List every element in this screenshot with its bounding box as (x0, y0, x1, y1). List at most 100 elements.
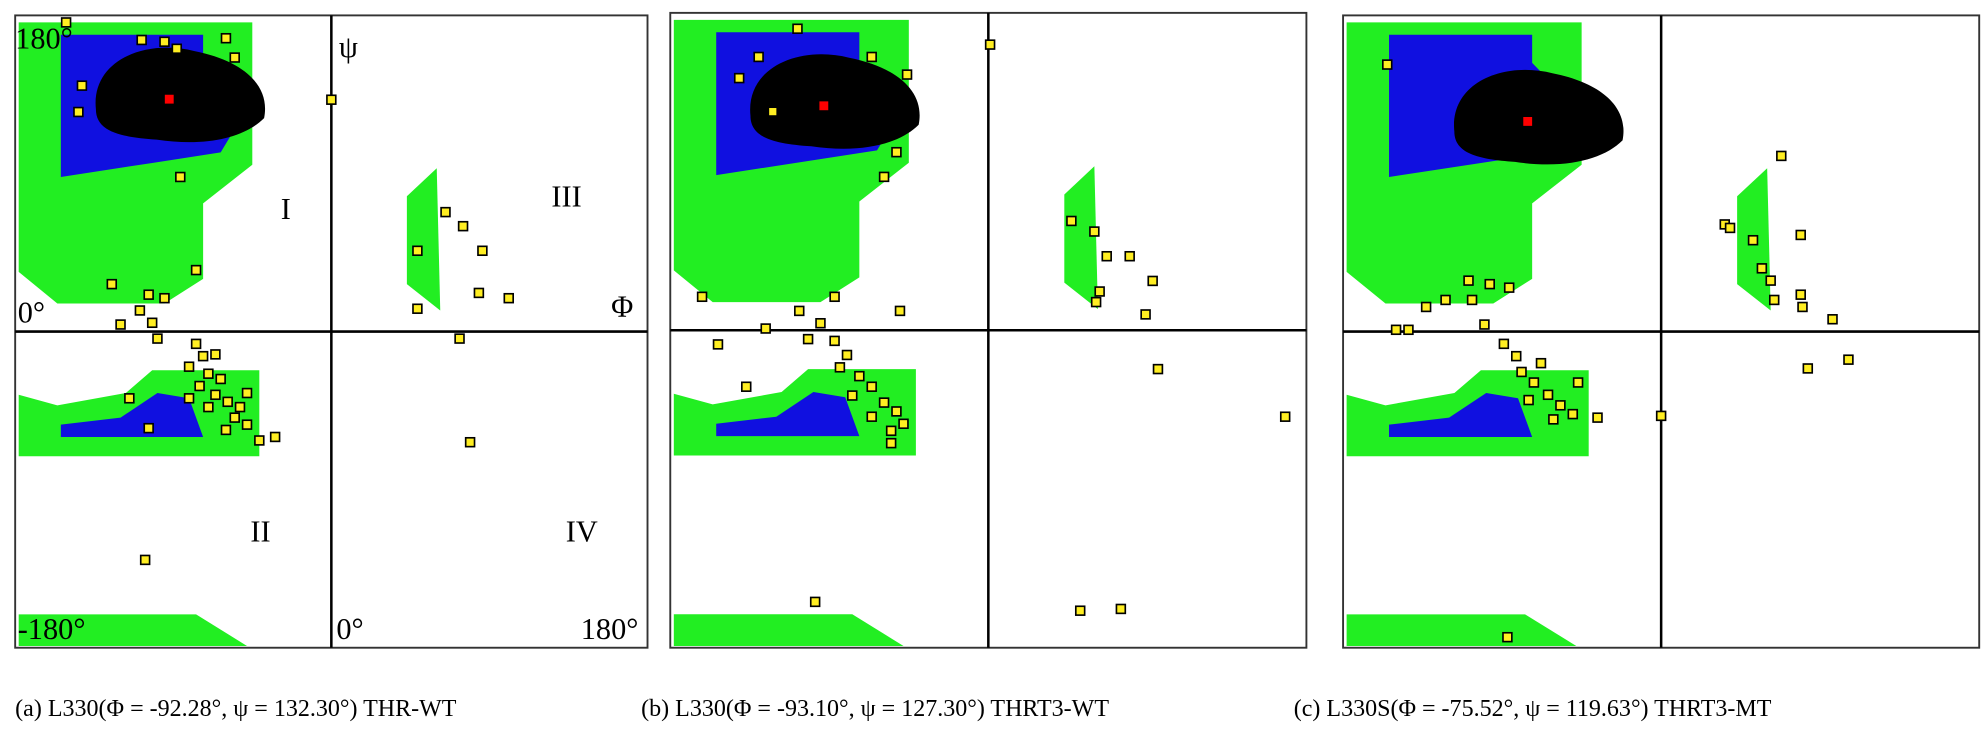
residue-point (254, 435, 265, 446)
residue-point (829, 291, 840, 303)
residue-point (854, 370, 865, 382)
residue-point (1094, 286, 1105, 297)
residue-point (143, 422, 154, 434)
residue-point (1101, 250, 1112, 262)
residue-point (1152, 363, 1164, 375)
residue-point (106, 278, 118, 290)
residue-point (241, 419, 253, 430)
residue-point (1795, 229, 1806, 241)
residue-point (215, 373, 226, 385)
residue-point (326, 94, 337, 105)
residue-point (1066, 215, 1077, 227)
residue-point (146, 317, 158, 329)
residue-point (878, 397, 890, 408)
residue-point (829, 335, 840, 347)
residue-point (412, 303, 423, 314)
residue-point (885, 425, 897, 437)
residue-point (477, 245, 488, 257)
residue-point (503, 292, 514, 304)
residue-point (792, 23, 803, 34)
residue-point (241, 387, 253, 399)
region-label: ψ (339, 30, 358, 64)
residue-point (1140, 309, 1151, 320)
allowed-region (1346, 614, 1577, 646)
residue-point (134, 305, 146, 316)
residue-point (1592, 412, 1603, 423)
residue-point (753, 51, 764, 63)
residue-point (1115, 603, 1127, 615)
region-label: I (281, 192, 291, 226)
residue-point (847, 390, 858, 401)
residue-point (473, 287, 485, 299)
residue-point (175, 171, 186, 183)
residue-point (269, 431, 281, 443)
residue-point (1535, 357, 1547, 369)
highlight-point (819, 101, 829, 111)
residue-point (1090, 296, 1102, 308)
residue-point (454, 333, 465, 344)
region-label: Φ (611, 289, 633, 323)
residue-point (143, 289, 154, 300)
residue-point (229, 52, 240, 63)
residue-point (891, 406, 902, 417)
residue-point (1724, 222, 1736, 234)
residue-point (1147, 275, 1158, 287)
dense-cluster (95, 47, 266, 143)
residue-point (234, 401, 246, 413)
residue-point (1827, 314, 1838, 325)
caption: (c) L330S(Φ = -75.52°, ψ = 119.63°) THRT… (1294, 696, 1772, 722)
highlight-point (1523, 117, 1533, 126)
residue-point (891, 146, 902, 158)
residue-point (696, 291, 708, 303)
residue-point (1382, 59, 1393, 70)
residue-point (203, 401, 214, 413)
residue-point (76, 80, 88, 91)
allowed-region (406, 168, 441, 311)
allowed-region (18, 614, 248, 646)
residue-point (159, 36, 170, 47)
caption: (a) L330(Φ = -92.28°, ψ = 132.30°) THR-W… (15, 696, 457, 722)
residue-point (767, 106, 779, 117)
region-label: 180° (15, 21, 73, 55)
residue-point (190, 264, 202, 276)
residue-point (741, 381, 752, 392)
residue-point (203, 368, 214, 379)
dense-cluster (750, 54, 920, 149)
residue-point (1463, 275, 1474, 286)
residue-point (894, 305, 906, 317)
residue-point (841, 349, 853, 361)
highlight-point (164, 94, 174, 104)
residue-point (1542, 389, 1554, 401)
residue-point (1502, 631, 1513, 643)
caption: (b) L330(Φ = -93.10°, ψ = 127.30°) THRT3… (641, 696, 1109, 722)
favored-region (1389, 393, 1533, 437)
residue-point (124, 393, 135, 404)
residue-point (866, 51, 877, 63)
residue-point (1503, 282, 1515, 293)
residue-point (136, 34, 147, 46)
residue-point (815, 317, 826, 329)
residue-point (1466, 294, 1478, 306)
residue-point (834, 362, 846, 373)
residue-point (1498, 338, 1510, 350)
residue-point (1548, 414, 1559, 425)
residue-point (866, 411, 877, 422)
residue-point (183, 361, 195, 372)
allowed-region (673, 614, 904, 646)
residue-point (159, 292, 170, 304)
residue-point (1776, 150, 1787, 162)
region-label: 180° (581, 612, 639, 646)
region-label: IV (566, 514, 598, 548)
residue-point (1843, 354, 1854, 365)
residue-point (866, 381, 877, 392)
residue-point (115, 319, 126, 330)
residue-point (183, 393, 195, 404)
residue-point (190, 338, 202, 350)
residue-point (1756, 263, 1768, 274)
residue-point (1802, 363, 1814, 374)
region-label: 0° (336, 612, 363, 646)
residue-point (1420, 301, 1432, 313)
